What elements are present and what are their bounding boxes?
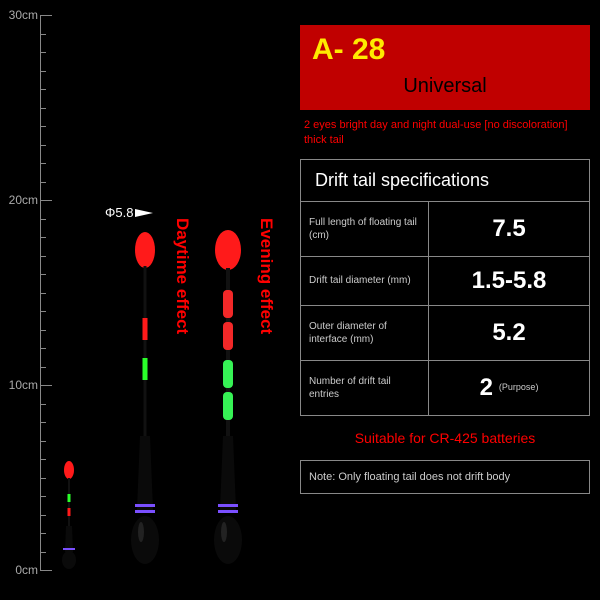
spec-row: Full length of floating tail (cm)7.5: [300, 202, 590, 257]
footer-note: Note: Only floating tail does not drift …: [300, 460, 590, 494]
spec-value: 2(Purpose): [429, 361, 589, 415]
spec-row: Number of drift tail entries2(Purpose): [300, 361, 590, 416]
daytime-effect-label: Daytime effect: [172, 218, 192, 334]
spec-key: Outer diameter of interface (mm): [301, 306, 429, 360]
ruler-label: 10cm: [4, 378, 38, 392]
spec-table: Full length of floating tail (cm)7.5Drif…: [300, 202, 590, 416]
spec-value: 5.2: [429, 306, 589, 360]
ruler-label: 0cm: [4, 563, 38, 577]
evening-effect-label: Evening effect: [256, 218, 276, 334]
float-small: [60, 460, 78, 570]
model-number: A- 28: [312, 33, 578, 67]
dimension-callout: Φ5.8: [105, 205, 153, 220]
spec-row: Drift tail diameter (mm)1.5-5.8: [300, 257, 590, 306]
universal-label: Universal: [312, 75, 578, 98]
spec-panel: A- 28 Universal 2 eyes bright day and ni…: [300, 25, 590, 494]
spec-key: Drift tail diameter (mm): [301, 257, 429, 305]
spec-title: Drift tail specifications: [300, 159, 590, 202]
float-daytime: [130, 230, 160, 570]
battery-note: Suitable for CR-425 batteries: [300, 416, 590, 460]
spec-value: 7.5: [429, 202, 589, 256]
ruler-label: 30cm: [4, 8, 38, 22]
arrow-icon: [135, 209, 153, 217]
dimension-label: Φ5.8: [105, 205, 133, 220]
ruler: 30cm20cm10cm0cm: [4, 15, 54, 570]
spec-value: 1.5-5.8: [429, 257, 589, 305]
spec-row: Outer diameter of interface (mm)5.2: [300, 306, 590, 361]
panel-description: 2 eyes bright day and night dual-use [no…: [300, 110, 590, 159]
panel-header: A- 28 Universal: [300, 25, 590, 110]
spec-key: Full length of floating tail (cm): [301, 202, 429, 256]
ruler-label: 20cm: [4, 193, 38, 207]
spec-subnote: (Purpose): [499, 383, 539, 393]
float-evening: [210, 230, 240, 570]
spec-key: Number of drift tail entries: [301, 361, 429, 415]
